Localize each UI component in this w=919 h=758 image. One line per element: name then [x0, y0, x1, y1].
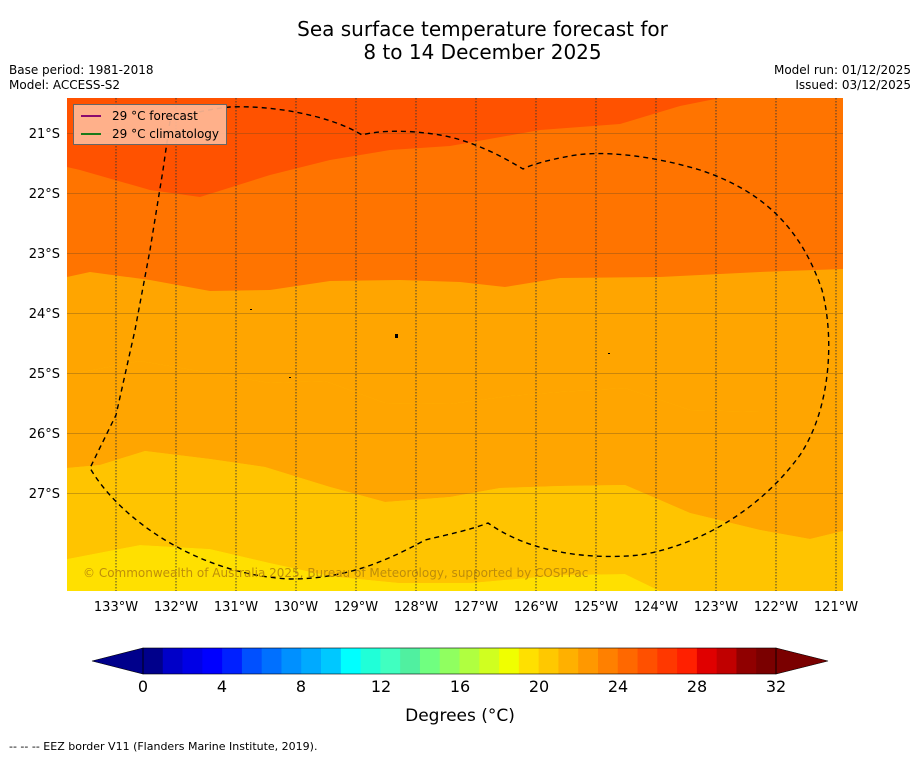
meta-left: Base period: 1981-2018 Model: ACCESS-S2	[9, 63, 154, 93]
colorbar-segment	[380, 648, 401, 674]
longitude-gridlines	[115, 98, 837, 591]
colorbar-tick: 32	[766, 677, 786, 696]
legend-climatology-label: 29 °C climatology	[112, 127, 220, 141]
colorbar-segment	[637, 648, 658, 674]
lon-label: 128°W	[394, 600, 438, 615]
colorbar-segment	[617, 648, 638, 674]
lon-label: 122°W	[754, 600, 798, 615]
colorbar-segment	[657, 648, 678, 674]
sst-band-24-26-lower	[67, 361, 843, 539]
map-legend: 29 °C forecast 29 °C climatology	[73, 104, 227, 145]
colorbar-segment	[696, 648, 718, 674]
sst-band-22-24-main	[67, 451, 843, 591]
colorbar-segment	[360, 648, 381, 674]
lat-label: 23°S	[29, 247, 60, 262]
legend-forecast-swatch	[81, 115, 101, 117]
lon-label: 132°W	[154, 600, 198, 615]
lat-label: 25°S	[29, 367, 60, 382]
colorbar-max-arrow	[775, 647, 829, 675]
colorbar-tick-labels: 0 4 8 12 16 20 24 28 32	[138, 677, 786, 696]
legend-climatology-swatch	[81, 133, 101, 135]
colorbar-tick: 28	[687, 677, 707, 696]
latitude-labels: 21°S 22°S 23°S 24°S 25°S 26°S 27°S	[29, 127, 60, 502]
sst-contour-map: © Commonwealth of Australia 2025, Bureau…	[67, 98, 843, 591]
sst-band-20-22	[67, 545, 660, 591]
lon-label: 127°W	[454, 600, 498, 615]
colorbar-segment	[241, 648, 263, 674]
colorbar-segment	[518, 648, 540, 674]
colorbar-tick: 4	[217, 677, 227, 696]
title-line-2: 8 to 14 December 2025	[363, 40, 602, 64]
island-markers	[250, 309, 610, 378]
colorbar-segment	[479, 648, 500, 674]
model-run: Model run: 01/12/2025	[773, 63, 911, 77]
title-line-1: Sea surface temperature forecast for	[297, 17, 668, 41]
lon-label: 129°W	[334, 600, 378, 615]
colorbar-segment	[538, 648, 559, 674]
colorbar-segment	[222, 648, 243, 674]
legend-forecast-label: 29 °C forecast	[112, 109, 198, 123]
issued-date: Issued: 03/12/2025	[795, 78, 911, 92]
model-name: Model: ACCESS-S2	[9, 78, 121, 92]
colorbar-segment	[439, 648, 460, 674]
lat-label: 22°S	[29, 187, 60, 202]
legend-forecast-row: 29 °C forecast	[81, 108, 198, 124]
colorbar-segment	[558, 648, 579, 674]
lon-label: 133°W	[94, 600, 138, 615]
colorbar-segment	[419, 648, 441, 674]
longitude-labels: 133°W 132°W 131°W 130°W 129°W 128°W 127°…	[94, 600, 858, 615]
colorbar-tick: 8	[296, 677, 306, 696]
colorbar-segment	[281, 648, 302, 674]
colorbar-segment	[261, 648, 282, 674]
colorbar-tick: 12	[371, 677, 391, 696]
base-period: Base period: 1981-2018	[9, 63, 154, 77]
lon-label: 126°W	[514, 600, 558, 615]
eez-footnote: -- -- -- EEZ border V11 (Flanders Marine…	[9, 740, 318, 753]
colorbar-tick: 24	[608, 677, 628, 696]
colorbar-unit-label: Degrees (°C)	[405, 706, 515, 726]
colorbar-segment	[301, 648, 322, 674]
lat-label: 24°S	[29, 307, 60, 322]
colorbar-segment	[340, 648, 361, 674]
lon-label: 123°W	[694, 600, 738, 615]
colorbar-segment	[756, 648, 777, 674]
colorbar-segment	[400, 648, 421, 674]
colorbar-tick: 0	[138, 677, 148, 696]
colorbar-frame	[142, 647, 777, 675]
colorbar-segment	[736, 648, 757, 674]
chart-title: Sea surface temperature forecast for 8 t…	[0, 18, 919, 64]
colorbar-segment	[597, 648, 619, 674]
meta-right: Model run: 01/12/2025 Issued: 03/12/2025	[774, 63, 911, 93]
colorbar-segment	[578, 648, 599, 674]
colorbar-min-arrow	[91, 647, 144, 675]
lon-label: 130°W	[274, 600, 318, 615]
colorbar-segment	[321, 648, 342, 674]
colorbar-segment	[143, 648, 164, 674]
colorbar-tick: 16	[450, 677, 470, 696]
legend-climatology-row: 29 °C climatology	[81, 126, 219, 142]
lon-label: 125°W	[574, 600, 618, 615]
lon-label: 121°W	[814, 600, 858, 615]
lat-label: 26°S	[29, 427, 60, 442]
colorbar	[91, 647, 829, 675]
colorbar-segment	[162, 648, 183, 674]
lat-label: 21°S	[29, 127, 60, 142]
colorbar-segment	[459, 648, 480, 674]
colorbar-segment	[182, 648, 203, 674]
lon-label: 131°W	[214, 600, 258, 615]
copyright-text: © Commonwealth of Australia 2025, Bureau…	[83, 566, 588, 580]
lon-label: 124°W	[634, 600, 678, 615]
lat-label: 27°S	[29, 487, 60, 502]
colorbar-segment	[499, 648, 520, 674]
colorbar-segment	[202, 648, 223, 674]
colorbar-segment	[677, 648, 698, 674]
colorbar-segment	[716, 648, 737, 674]
colorbar-tick: 20	[529, 677, 549, 696]
